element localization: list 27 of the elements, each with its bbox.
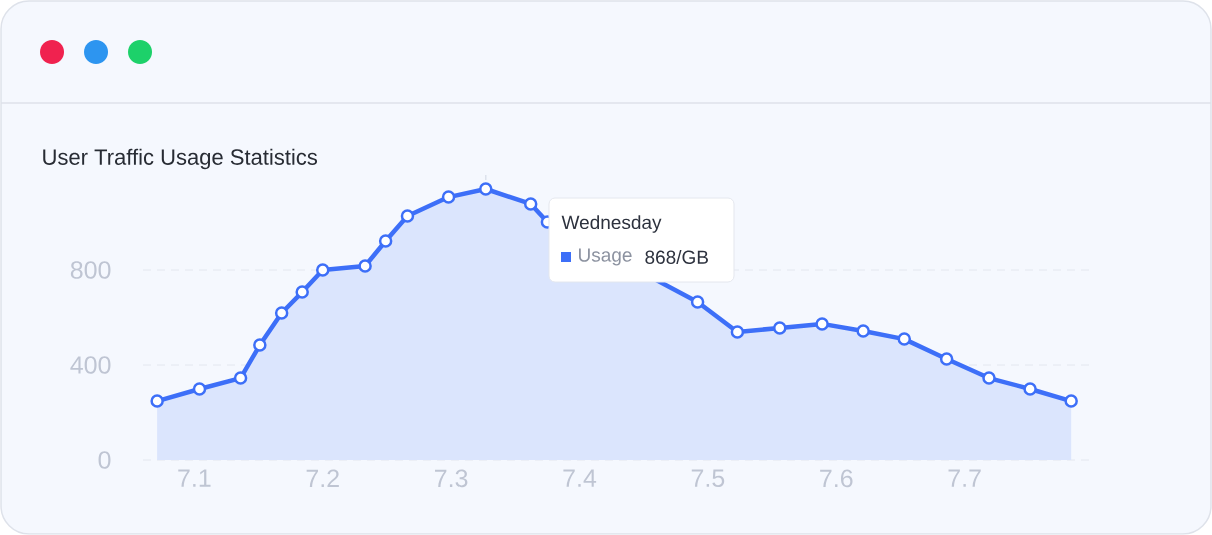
point <box>400 209 415 223</box>
point <box>315 263 330 277</box>
point <box>192 382 207 396</box>
point <box>815 317 829 331</box>
annotation: Wednesday <box>561 215 662 233</box>
point <box>479 182 493 196</box>
point <box>274 306 289 320</box>
point <box>690 295 705 309</box>
point <box>523 197 538 211</box>
point <box>441 190 456 204</box>
point <box>378 234 393 248</box>
chart-title: User Traffic Usage Statistics <box>43 148 318 170</box>
point <box>939 352 954 366</box>
point <box>773 321 787 335</box>
point <box>856 324 870 338</box>
annotation: Usage <box>579 248 632 266</box>
point <box>1064 394 1078 408</box>
annotation: 868/GB <box>645 250 708 265</box>
point <box>897 332 912 346</box>
point <box>982 371 996 385</box>
point <box>730 325 745 339</box>
point <box>233 371 248 385</box>
point <box>358 259 372 273</box>
point <box>253 338 267 352</box>
point <box>1023 382 1037 396</box>
point <box>295 285 309 299</box>
point <box>150 394 164 408</box>
